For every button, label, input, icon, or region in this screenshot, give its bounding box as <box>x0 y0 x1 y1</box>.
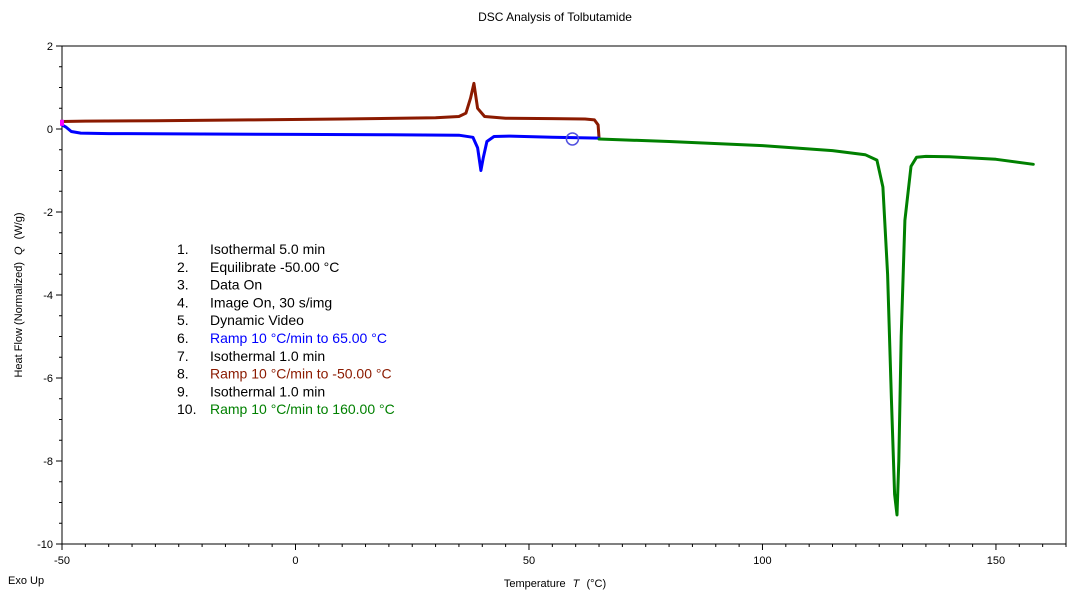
x-tick-label: 0 <box>292 555 298 567</box>
x-tick-label: 50 <box>523 555 535 567</box>
y-tick-label: -2 <box>43 207 53 219</box>
series-layer <box>60 81 1035 517</box>
legend-step-number: 6. <box>177 330 189 346</box>
x-axis-label: Temperature <box>504 578 566 590</box>
legend-step-text: Ramp 10 °C/min to 65.00 °C <box>210 330 387 346</box>
y-axis-symbol: Q <box>13 246 25 255</box>
series-line-1 <box>60 81 601 139</box>
legend-step-number: 3. <box>177 277 189 293</box>
legend-step-text: Isothermal 1.0 min <box>210 383 325 399</box>
legend-step-text: Image On, 30 s/img <box>210 294 332 310</box>
legend-step-text: Ramp 10 °C/min to 160.00 °C <box>210 401 395 417</box>
y-tick-label: 2 <box>47 41 53 53</box>
legend-step-text: Data On <box>210 277 262 293</box>
marker-layer <box>60 119 580 146</box>
legend-step-number: 4. <box>177 294 189 310</box>
legend-step-number: 9. <box>177 383 189 399</box>
y-tick-label: -10 <box>37 539 53 551</box>
y-axis-unit: (W/g) <box>13 212 25 239</box>
start-marker <box>60 119 64 126</box>
legend-step-number: 2. <box>177 259 189 275</box>
cursor-marker <box>565 132 580 146</box>
legend-step-text: Equilibrate -50.00 °C <box>210 259 339 275</box>
series-line-3 <box>597 137 1035 517</box>
legend-step-number: 1. <box>177 241 189 257</box>
y-axis-title: Heat Flow (Normalized) Q (W/g) <box>13 212 25 377</box>
y-axis: 2 0 -2 -4 -6 -8 -10 <box>37 41 62 551</box>
y-tick-label: -4 <box>43 290 53 302</box>
y-axis-label: Heat Flow (Normalized) <box>13 262 25 378</box>
legend-step-number: 5. <box>177 312 189 328</box>
exo-up-label: Exo Up <box>8 575 45 587</box>
x-axis-symbol: T <box>573 578 581 590</box>
legend-step-number: 7. <box>177 348 189 364</box>
legend-step-number: 8. <box>177 366 189 382</box>
x-axis-title: Temperature T (°C) <box>504 578 606 590</box>
y-tick-label: -6 <box>43 373 53 385</box>
legend-step-text: Ramp 10 °C/min to -50.00 °C <box>210 366 392 382</box>
series-line-2 <box>60 123 601 172</box>
chart-title: DSC Analysis of Tolbutamide <box>478 10 632 24</box>
x-tick-label: 100 <box>753 555 771 567</box>
method-legend: 1. Isothermal 5.0 min 2. Equilibrate -50.00… <box>177 241 395 417</box>
x-axis-unit: (°C) <box>586 578 606 590</box>
x-tick-label: 150 <box>987 555 1005 567</box>
y-tick-label: 0 <box>47 124 53 136</box>
legend-step-text: Dynamic Video <box>210 312 304 328</box>
x-tick-label: -50 <box>54 555 70 567</box>
x-axis: -50 0 50 100 150 <box>54 544 1067 567</box>
legend-step-number: 10. <box>177 401 196 417</box>
legend-step-text: Isothermal 1.0 min <box>210 348 325 364</box>
legend-step-text: Isothermal 5.0 min <box>210 241 325 257</box>
y-tick-label: -8 <box>43 456 53 468</box>
